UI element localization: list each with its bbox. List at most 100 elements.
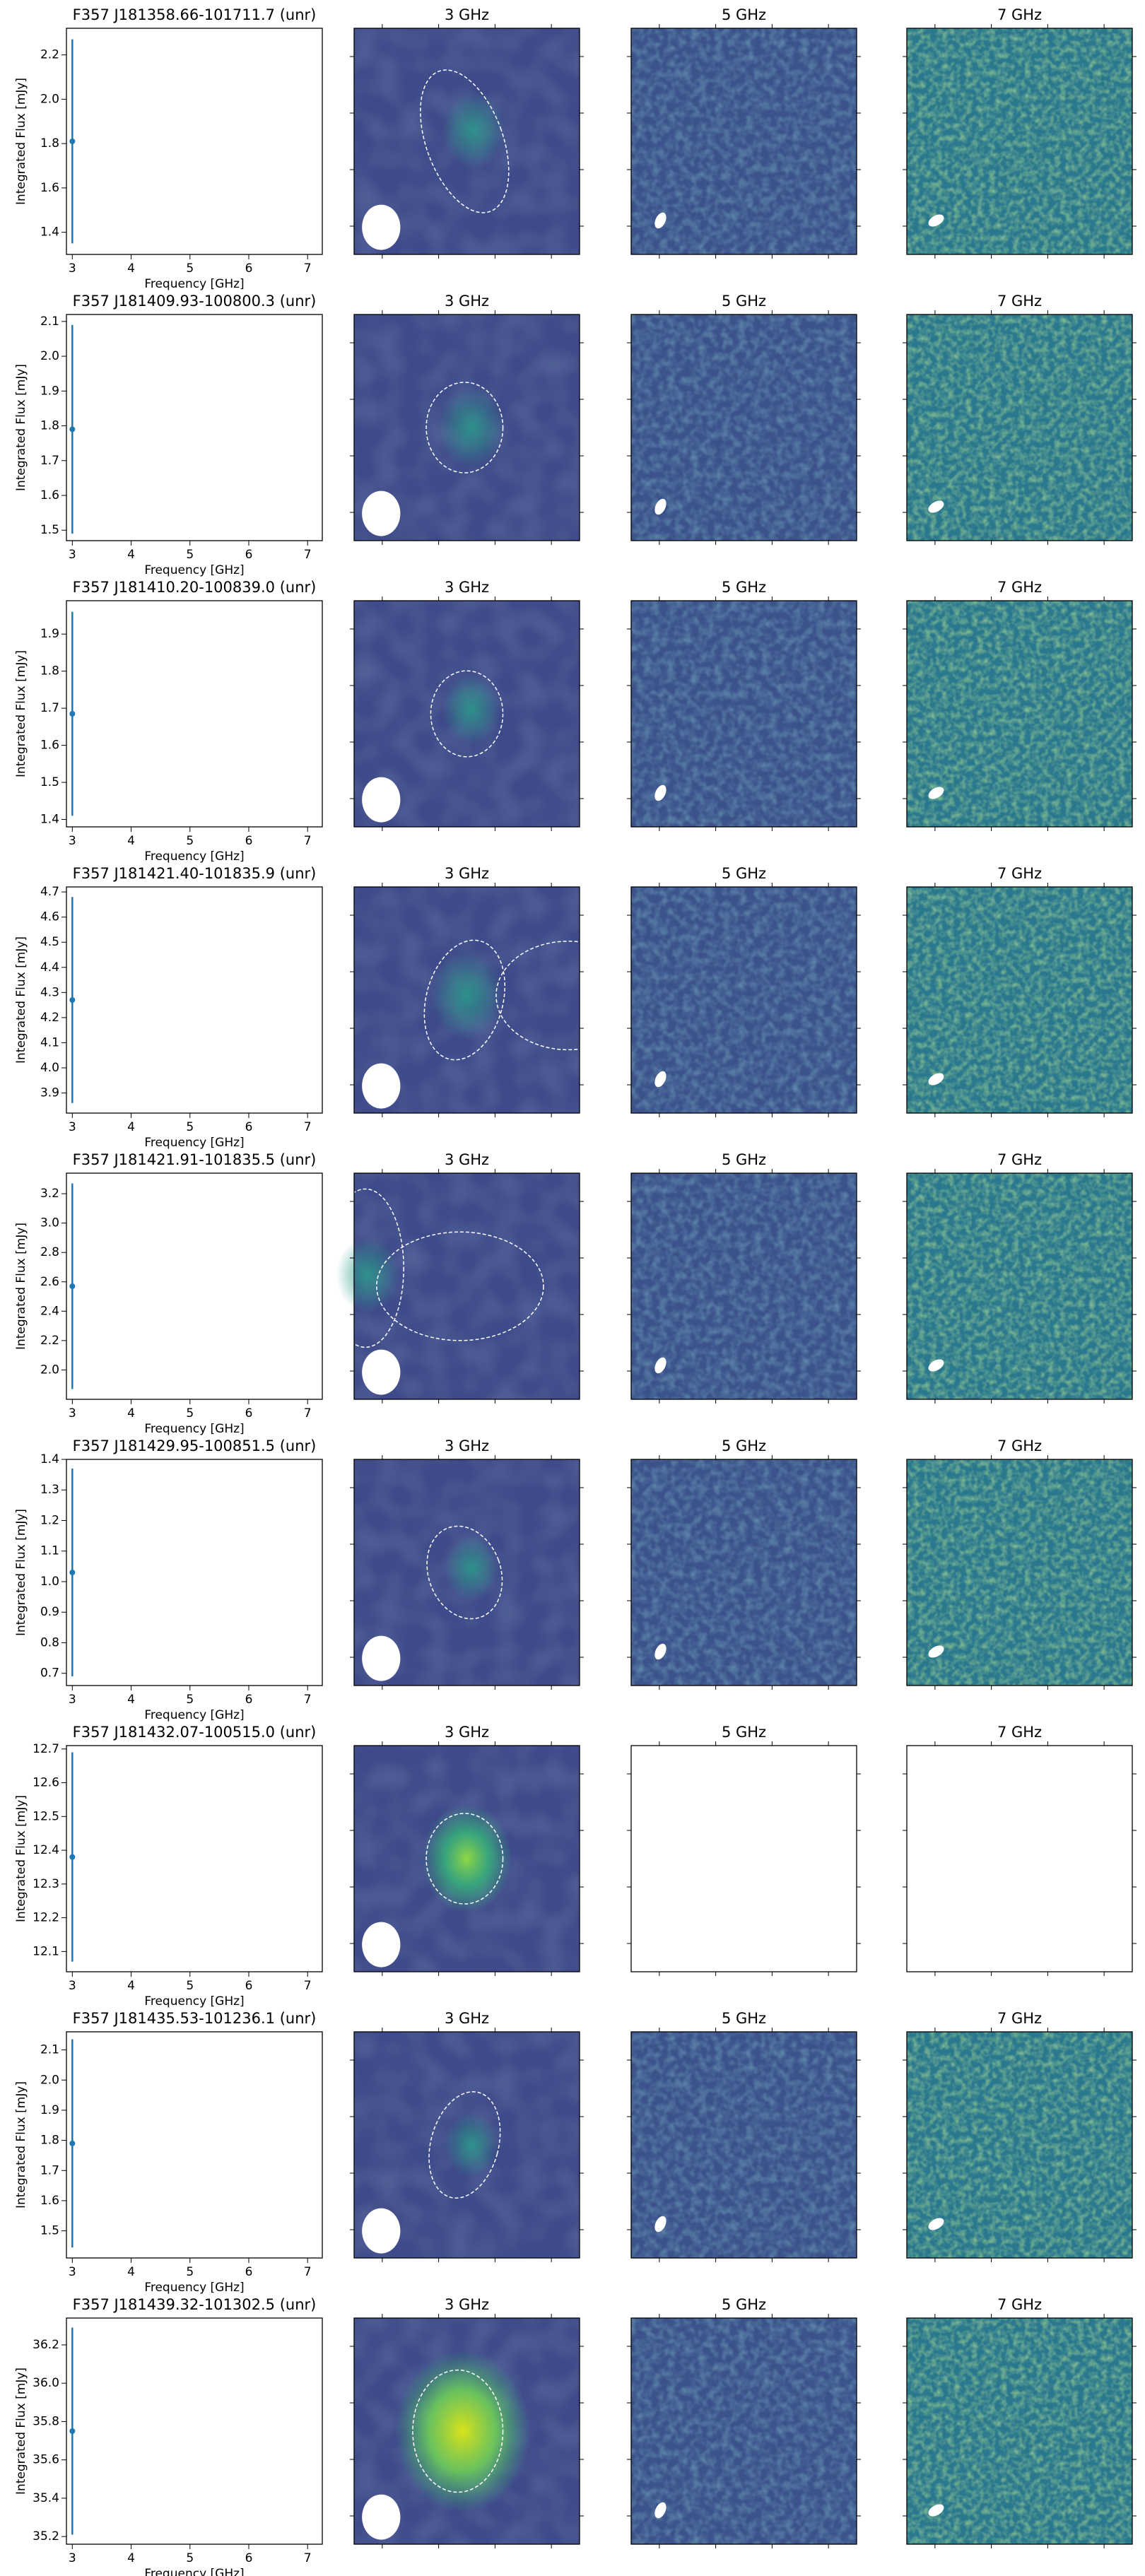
source-emission — [442, 674, 500, 745]
image-panel — [631, 2318, 857, 2544]
beam — [362, 1636, 400, 1681]
beam — [652, 1642, 669, 1662]
image-title: 3 GHz — [445, 293, 489, 310]
image-panel — [354, 1746, 580, 1972]
y-tick-label: 4.6 — [40, 910, 59, 924]
image-panel — [907, 28, 1132, 254]
image-title: 3 GHz — [445, 579, 489, 596]
x-axis-label: Frequency [GHz] — [144, 1994, 244, 2009]
y-tick-label: 0.7 — [40, 1666, 59, 1681]
image-panel — [631, 1173, 857, 1399]
image-panel — [907, 2032, 1132, 2258]
x-tick-label: 3 — [69, 834, 76, 848]
image-title: 7 GHz — [997, 6, 1042, 23]
y-tick-label: 1.7 — [40, 701, 59, 715]
beam — [362, 1064, 400, 1109]
x-tick-label: 3 — [69, 2551, 76, 2565]
image-frame — [630, 28, 857, 255]
y-tick-label: 2.6 — [40, 1275, 59, 1289]
x-tick-label: 3 — [69, 548, 76, 562]
image-panel — [354, 887, 640, 1113]
image-title: 7 GHz — [997, 2296, 1042, 2313]
y-tick-label: 3.0 — [40, 1216, 59, 1230]
image-panel — [354, 2318, 580, 2544]
image-title: 7 GHz — [997, 1151, 1042, 1168]
image-title: 7 GHz — [997, 579, 1042, 596]
x-tick-label: 6 — [245, 834, 253, 848]
image-panel — [631, 314, 857, 541]
source-emission — [430, 952, 503, 1039]
plot-title: F357 J181409.93-100800.3 (unr) — [73, 293, 317, 310]
image-title: 7 GHz — [997, 2010, 1042, 2027]
y-tick-label: 12.6 — [33, 1776, 59, 1790]
image-frame — [906, 2031, 1133, 2259]
image-panel — [354, 314, 580, 541]
plot-title: F357 J181432.07-100515.0 (unr) — [73, 1724, 317, 1741]
y-tick-label: 3.9 — [40, 1086, 59, 1100]
beam — [927, 784, 946, 801]
source-ellipse — [414, 1515, 515, 1629]
image-frame — [353, 886, 580, 1114]
x-axis-label: Frequency [GHz] — [144, 1136, 244, 1150]
source-ellipse — [412, 931, 517, 1069]
axes-frame — [66, 1745, 323, 1972]
y-tick-label: 1.8 — [40, 2134, 59, 2148]
y-tick-label: 1.9 — [40, 2103, 59, 2117]
data-point — [69, 2428, 76, 2434]
image-panel — [907, 2318, 1132, 2544]
beam — [927, 1357, 946, 1374]
image-noise — [907, 2318, 1132, 2544]
plot-title: F357 J181358.66-101711.7 (unr) — [73, 6, 317, 23]
image-frame — [353, 2317, 580, 2545]
axes-frame — [66, 314, 323, 541]
y-tick-label: 1.6 — [40, 488, 59, 502]
source-ellipse — [377, 1232, 544, 1341]
image-panel — [631, 1459, 857, 1686]
y-tick-label: 1.5 — [40, 775, 59, 789]
image-noise — [907, 2032, 1132, 2258]
image-panel — [907, 601, 1132, 827]
beam — [927, 498, 946, 515]
image-title: 3 GHz — [445, 2296, 489, 2313]
y-tick-label: 1.9 — [40, 627, 59, 641]
image-panel — [631, 2032, 857, 2258]
image-noise — [907, 1459, 1132, 1686]
x-tick-label: 3 — [69, 1979, 76, 1993]
image-frame — [906, 2317, 1133, 2545]
x-tick-label: 4 — [127, 548, 135, 562]
axes-frame — [66, 28, 323, 255]
x-tick-label: 5 — [186, 261, 194, 276]
image-title: 7 GHz — [997, 293, 1042, 310]
x-axis-label: Frequency [GHz] — [144, 2281, 244, 2295]
y-tick-label: 12.2 — [33, 1911, 59, 1925]
image-noise — [631, 1173, 857, 1399]
image-noise — [907, 314, 1132, 541]
x-tick-label: 7 — [304, 1693, 312, 1707]
y-tick-label: 1.6 — [40, 739, 59, 753]
beam — [652, 783, 669, 803]
image-frame — [630, 314, 857, 541]
source-emission — [336, 1237, 399, 1313]
image-noise — [631, 2032, 857, 2258]
y-tick-label: 1.8 — [40, 664, 59, 678]
y-tick-label: 0.8 — [40, 1635, 59, 1649]
image-title: 5 GHz — [722, 865, 766, 882]
image-frame — [353, 314, 580, 541]
x-tick-label: 4 — [127, 2265, 135, 2279]
y-tick-label: 4.5 — [40, 935, 59, 949]
image-panel — [631, 28, 857, 254]
y-tick-label: 2.1 — [40, 314, 59, 329]
x-tick-label: 6 — [245, 548, 253, 562]
y-tick-label: 1.8 — [40, 136, 59, 151]
axes-frame — [66, 1459, 323, 1686]
axes-frame — [66, 1172, 323, 1400]
y-tick-label: 1.2 — [40, 1513, 59, 1527]
image-frame — [906, 1172, 1133, 1400]
data-point — [69, 711, 76, 717]
image-noise — [631, 28, 857, 254]
y-tick-label: 1.4 — [40, 225, 59, 240]
image-noise — [631, 2318, 857, 2544]
y-tick-label: 2.0 — [40, 2073, 59, 2087]
y-tick-label: 2.2 — [40, 1334, 59, 1348]
